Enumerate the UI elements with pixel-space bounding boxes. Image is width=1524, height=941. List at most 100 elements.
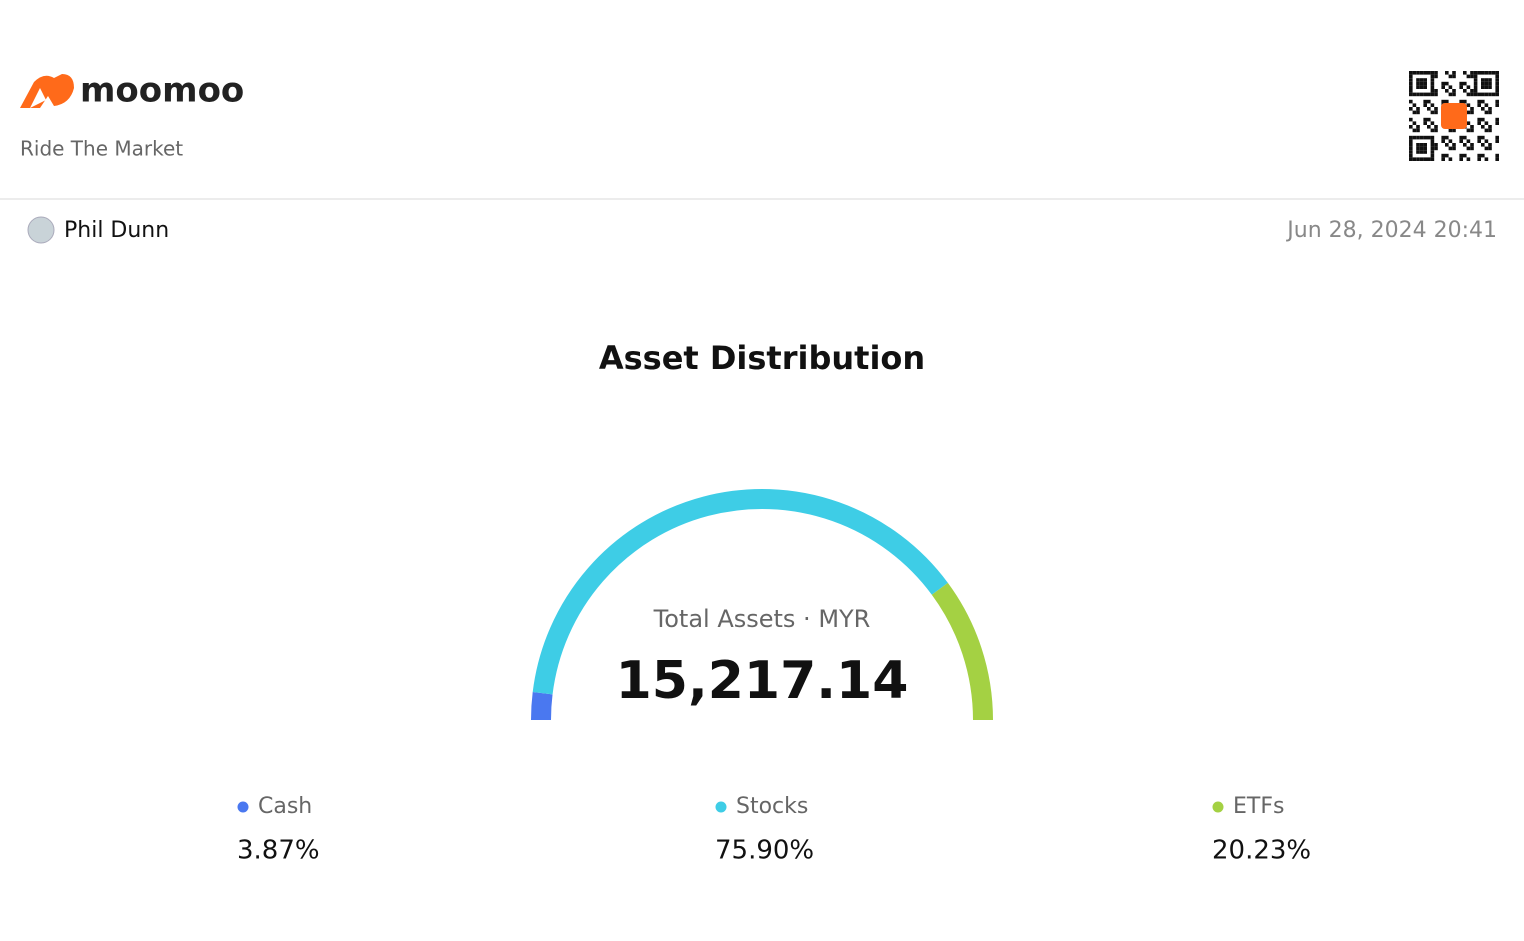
legend-dot — [1212, 801, 1224, 813]
qr-cell — [1409, 74, 1413, 79]
qr-cell — [1427, 99, 1431, 104]
qr-cell — [1495, 117, 1499, 122]
qr-cell — [1416, 110, 1420, 115]
qr-cell — [1470, 74, 1474, 79]
qr-cell — [1495, 153, 1499, 158]
qr-cell — [1477, 103, 1481, 107]
subtitle: Total Assets · MYR — [653, 605, 871, 633]
qr-cell — [1470, 110, 1474, 115]
gauge-segment — [532, 489, 948, 695]
qr-cell — [1466, 128, 1471, 133]
qr-cell — [1470, 92, 1474, 97]
qr-cell — [1495, 81, 1499, 86]
qr-cell — [1430, 92, 1435, 97]
qr-cell — [1459, 139, 1463, 143]
qr-cell — [1484, 139, 1489, 143]
qr-cell — [1481, 135, 1485, 140]
qr-cell — [1481, 71, 1485, 75]
value-label: 3.87% — [237, 836, 320, 866]
qr-cell — [1419, 146, 1424, 151]
qr-cell — [1409, 78, 1413, 82]
qr-cell — [1412, 103, 1417, 107]
qr-cell — [1430, 85, 1435, 89]
qr-cell — [1488, 85, 1492, 89]
qr-cell — [1409, 107, 1413, 111]
qr-cell — [1477, 135, 1481, 140]
qr-cell — [1445, 143, 1449, 147]
qr-cell — [1434, 146, 1438, 151]
qr-cell — [1488, 110, 1492, 115]
qr-cell — [1484, 157, 1489, 161]
qr-cell — [1481, 143, 1485, 147]
qr-cell — [1441, 157, 1445, 161]
qr-cell — [1495, 103, 1499, 107]
qr-cell — [1466, 103, 1471, 107]
qr-cell — [1488, 143, 1492, 147]
qr-cell — [1448, 139, 1453, 143]
qr-cell — [1412, 121, 1417, 125]
qr-cell — [1430, 121, 1435, 125]
qr-cell — [1470, 125, 1474, 129]
qr-cell — [1419, 135, 1424, 140]
qr-cell — [1409, 135, 1413, 140]
qr-cell — [1481, 81, 1485, 86]
qr-cell — [1477, 99, 1481, 104]
gauge-segment — [931, 582, 993, 721]
tagline: Ride The Market — [20, 137, 183, 161]
qr-cell — [1463, 71, 1467, 75]
qr-cell — [1412, 92, 1417, 97]
qr-cell — [1430, 128, 1435, 133]
qr-cell — [1434, 74, 1438, 79]
qr-cell — [1423, 143, 1427, 147]
qr-cell — [1434, 92, 1438, 97]
qr-cell — [1463, 89, 1467, 93]
gauge-segment — [531, 691, 553, 721]
qr-cell — [1423, 81, 1427, 86]
qr-cell — [1470, 143, 1474, 147]
qr-cell — [1427, 157, 1431, 161]
qr-cell — [1470, 107, 1474, 111]
qr-cell — [1412, 128, 1417, 133]
qr-cell — [1477, 153, 1481, 158]
qr-cell — [1423, 99, 1427, 104]
qr-cell — [1416, 107, 1420, 111]
qr-cell — [1412, 71, 1417, 75]
qr-cell — [1409, 85, 1413, 89]
qr-cell — [1423, 146, 1427, 151]
qr-cell — [1463, 143, 1467, 147]
qr-cell — [1495, 157, 1499, 161]
value-label: 75.90% — [715, 836, 814, 866]
qr-cell — [1491, 71, 1496, 75]
qr-cell — [1409, 92, 1413, 97]
qr-cell — [1484, 85, 1489, 89]
qr-cell — [1488, 92, 1492, 97]
qr-cell — [1463, 81, 1467, 86]
qr-cell — [1445, 81, 1449, 86]
qr-cell — [1445, 71, 1449, 75]
qr-cell — [1477, 139, 1481, 143]
qr-cell — [1466, 92, 1471, 97]
qr-cell — [1495, 85, 1499, 89]
qr-cell — [1441, 135, 1445, 140]
qr-cell — [1441, 85, 1445, 89]
avatar — [27, 216, 55, 244]
qr-cell — [1477, 117, 1481, 122]
qr-cell — [1477, 121, 1481, 125]
qr-cell — [1466, 121, 1471, 125]
qr-cell — [1481, 107, 1485, 111]
qr-cell — [1430, 110, 1435, 115]
qr-cell — [1430, 139, 1435, 143]
qr-cell — [1430, 89, 1435, 93]
legend-label: ETFs — [1233, 794, 1284, 819]
user-name: Phil Dunn — [64, 218, 169, 243]
qr-cell — [1427, 71, 1431, 75]
qr-cell — [1409, 99, 1413, 104]
qr-cell — [1409, 157, 1413, 161]
qr-cell — [1452, 143, 1456, 147]
qr-cell — [1495, 135, 1499, 140]
qr-cell — [1488, 81, 1492, 86]
qr-cell — [1419, 81, 1424, 86]
qr-cell — [1416, 125, 1420, 129]
qr-cell — [1430, 150, 1435, 154]
qr-cell — [1409, 71, 1413, 75]
